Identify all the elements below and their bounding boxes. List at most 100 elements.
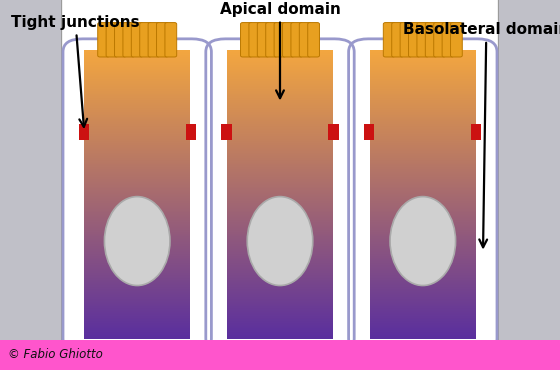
Bar	[84, 83, 190, 85]
Bar	[370, 112, 475, 114]
Bar	[370, 260, 475, 262]
Bar	[84, 203, 190, 205]
Bar	[370, 186, 475, 188]
Bar	[84, 65, 190, 68]
Bar	[370, 321, 475, 323]
Bar	[227, 220, 333, 222]
Bar	[227, 94, 333, 97]
Bar	[84, 152, 190, 154]
Bar	[84, 177, 190, 179]
Bar	[227, 313, 333, 315]
Bar	[227, 167, 333, 169]
Bar	[84, 200, 190, 202]
FancyBboxPatch shape	[265, 23, 278, 57]
Bar	[227, 288, 333, 290]
Bar	[227, 195, 333, 197]
Bar	[370, 55, 475, 57]
Bar	[370, 51, 475, 53]
Bar	[227, 294, 333, 296]
Bar	[227, 74, 333, 76]
Bar	[227, 62, 333, 64]
Bar	[227, 144, 333, 146]
Bar	[84, 77, 190, 79]
Bar	[84, 196, 190, 198]
Bar	[227, 52, 333, 54]
Bar	[227, 289, 333, 291]
Bar	[370, 182, 475, 185]
Bar	[370, 255, 475, 258]
Bar	[227, 232, 333, 233]
Bar	[370, 93, 475, 95]
FancyBboxPatch shape	[450, 23, 463, 57]
Bar	[227, 317, 333, 319]
Bar	[227, 336, 333, 338]
Bar	[227, 262, 333, 264]
Bar	[370, 164, 475, 166]
Bar	[370, 111, 475, 113]
Bar	[370, 221, 475, 223]
FancyBboxPatch shape	[123, 23, 134, 57]
Bar	[84, 117, 190, 120]
Bar	[84, 186, 190, 188]
Bar	[227, 114, 333, 117]
Bar	[370, 82, 475, 84]
Bar	[370, 232, 475, 233]
Bar	[370, 205, 475, 207]
Bar	[370, 102, 475, 104]
Bar	[84, 199, 190, 201]
Bar	[370, 291, 475, 293]
Bar	[84, 279, 190, 280]
Bar	[370, 134, 475, 136]
Bar	[84, 164, 190, 166]
Bar	[227, 182, 333, 185]
Bar	[370, 335, 475, 337]
Bar	[84, 155, 190, 157]
Bar	[84, 208, 190, 211]
Bar	[227, 310, 333, 312]
Bar	[370, 124, 475, 126]
Bar	[227, 203, 333, 205]
FancyBboxPatch shape	[299, 23, 311, 57]
Bar	[227, 280, 333, 282]
Bar	[370, 200, 475, 202]
Bar	[370, 131, 475, 133]
FancyBboxPatch shape	[148, 23, 160, 57]
Bar	[370, 220, 475, 222]
Bar	[370, 125, 475, 127]
Bar	[227, 192, 333, 194]
Bar	[84, 333, 190, 335]
Bar	[370, 78, 475, 80]
Bar	[370, 91, 475, 94]
Bar	[84, 114, 190, 117]
Bar	[227, 137, 333, 139]
Bar	[84, 258, 190, 259]
Bar	[84, 191, 190, 193]
Bar	[370, 152, 475, 154]
Bar	[84, 108, 190, 110]
Bar	[227, 198, 333, 200]
Bar	[84, 279, 190, 282]
Bar	[227, 242, 333, 244]
Bar	[84, 53, 190, 55]
Bar	[227, 196, 333, 198]
Bar	[370, 336, 475, 338]
Bar	[370, 65, 475, 68]
Bar	[227, 330, 333, 332]
Bar	[227, 88, 333, 90]
Bar	[227, 95, 333, 97]
Bar	[370, 239, 475, 241]
Bar	[370, 154, 475, 156]
Bar	[84, 161, 190, 164]
Bar	[227, 323, 333, 326]
Bar	[370, 242, 475, 244]
Bar	[370, 253, 475, 255]
Bar	[370, 142, 475, 144]
Bar	[370, 95, 475, 97]
Bar	[84, 172, 190, 174]
Bar	[227, 108, 333, 110]
Bar	[227, 193, 333, 195]
Bar	[227, 138, 333, 139]
Bar	[227, 142, 333, 144]
Bar	[370, 153, 475, 155]
Bar	[370, 86, 475, 88]
